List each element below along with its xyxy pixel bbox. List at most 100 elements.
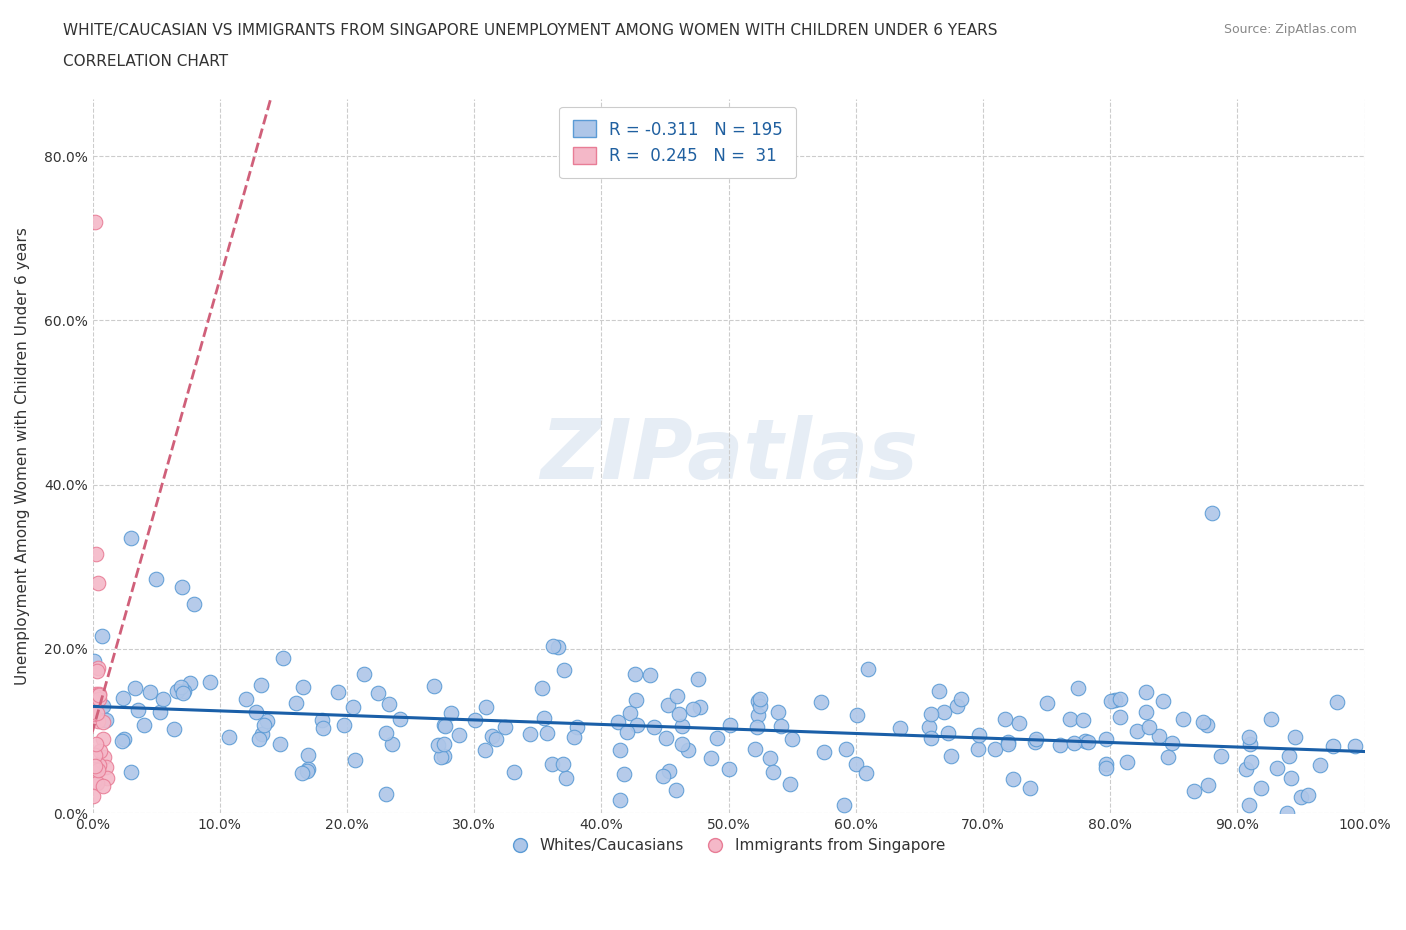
Point	[1296, 787, 1319, 802]
Point	[87, 660, 110, 675]
Point	[1191, 714, 1213, 729]
Point	[1152, 693, 1174, 708]
Point	[889, 721, 911, 736]
Point	[112, 690, 135, 705]
Point	[689, 699, 711, 714]
Point	[449, 728, 471, 743]
Point	[928, 684, 950, 698]
Point	[1171, 711, 1194, 726]
Point	[87, 763, 110, 777]
Point	[253, 717, 276, 732]
Point	[665, 782, 688, 797]
Point	[423, 679, 446, 694]
Point	[845, 708, 868, 723]
Point	[87, 714, 110, 729]
Point	[1157, 750, 1180, 764]
Text: ZIPatlas: ZIPatlas	[540, 416, 918, 497]
Point	[112, 731, 135, 746]
Point	[1063, 736, 1085, 751]
Point	[658, 764, 681, 779]
Point	[503, 764, 526, 779]
Point	[1135, 704, 1157, 719]
Point	[547, 640, 569, 655]
Point	[613, 766, 636, 781]
Point	[920, 707, 942, 722]
Point	[90, 629, 112, 644]
Point	[1109, 692, 1132, 707]
Point	[536, 725, 558, 740]
Point	[179, 675, 201, 690]
Point	[1237, 730, 1260, 745]
Point	[1289, 790, 1312, 804]
Point	[269, 737, 291, 752]
Point	[676, 743, 699, 758]
Point	[83, 693, 105, 708]
Y-axis label: Unemployment Among Women with Children Under 6 years: Unemployment Among Women with Children U…	[15, 227, 30, 684]
Point	[374, 725, 396, 740]
Point	[152, 691, 174, 706]
Point	[1234, 762, 1257, 777]
Point	[83, 758, 105, 773]
Point	[344, 752, 367, 767]
Point	[256, 714, 278, 729]
Point	[813, 745, 835, 760]
Point	[665, 688, 688, 703]
Point	[84, 687, 107, 702]
Point	[1126, 724, 1149, 738]
Point	[855, 765, 877, 780]
Point	[1277, 805, 1299, 820]
Point	[699, 751, 721, 765]
Point	[1184, 784, 1206, 799]
Point	[747, 720, 769, 735]
Point	[1322, 738, 1344, 753]
Point	[1077, 735, 1099, 750]
Point	[1326, 695, 1348, 710]
Point	[1240, 755, 1263, 770]
Point	[474, 699, 496, 714]
Point	[936, 725, 959, 740]
Point	[367, 686, 389, 701]
Point	[1036, 696, 1059, 711]
Point	[624, 667, 647, 682]
Point	[138, 684, 160, 699]
Point	[607, 715, 630, 730]
Point	[388, 711, 411, 726]
Point	[83, 694, 105, 709]
Point	[747, 694, 769, 709]
Point	[810, 695, 832, 710]
Point	[377, 697, 399, 711]
Point	[747, 708, 769, 723]
Point	[433, 718, 456, 733]
Text: CORRELATION CHART: CORRELATION CHART	[63, 54, 228, 69]
Point	[326, 685, 349, 700]
Point	[86, 706, 108, 721]
Point	[555, 770, 578, 785]
Point	[311, 713, 333, 728]
Point	[609, 792, 631, 807]
Point	[297, 762, 319, 777]
Point	[1195, 717, 1218, 732]
Point	[1049, 737, 1071, 752]
Point	[616, 724, 638, 739]
Point	[86, 776, 108, 790]
Point	[1024, 735, 1046, 750]
Point	[718, 717, 741, 732]
Point	[994, 711, 1017, 726]
Point	[87, 758, 110, 773]
Point	[932, 704, 955, 719]
Point	[1137, 720, 1160, 735]
Point	[640, 668, 662, 683]
Point	[967, 741, 990, 756]
Point	[86, 663, 108, 678]
Point	[82, 789, 104, 804]
Point	[1001, 771, 1024, 786]
Point	[1109, 710, 1132, 724]
Point	[381, 737, 404, 751]
Point	[624, 693, 647, 708]
Point	[780, 732, 803, 747]
Point	[474, 742, 496, 757]
Point	[89, 686, 111, 701]
Point	[1071, 712, 1094, 727]
Point	[1160, 736, 1182, 751]
Point	[111, 733, 134, 748]
